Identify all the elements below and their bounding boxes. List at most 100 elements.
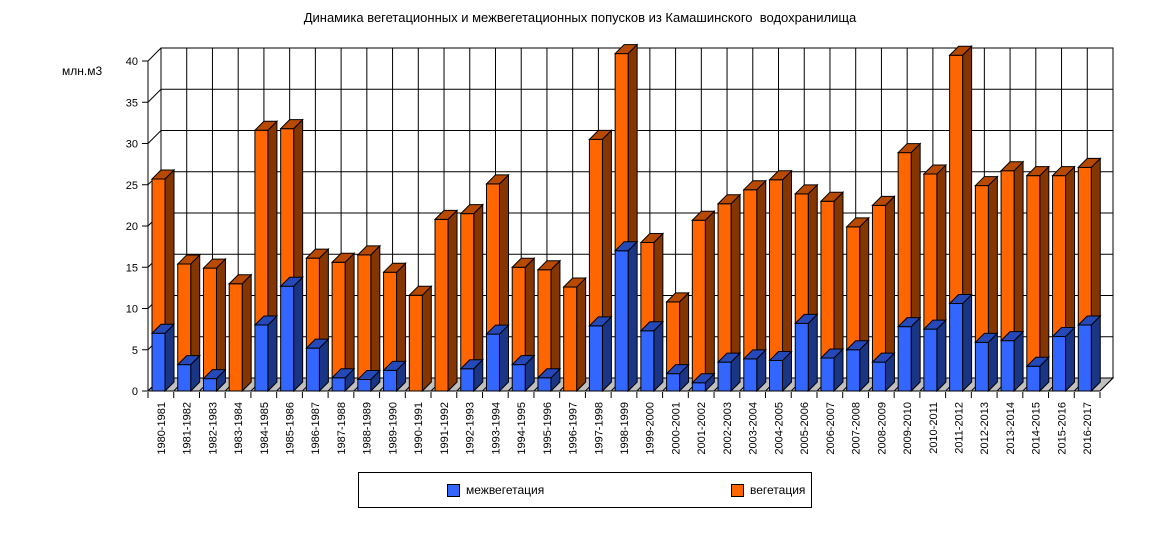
- bar-segment-vegetatsiya-front: [460, 213, 475, 370]
- legend: межвегетация вегетация: [358, 472, 812, 508]
- y-tick-label: 0: [132, 386, 138, 398]
- bar-segment-vegetatsiya-side: [190, 253, 201, 366]
- bar-segment-mezhvegetatsiya-side: [1065, 326, 1076, 393]
- legend-label-vegetatsiya: вегетация: [750, 483, 806, 497]
- bar-segment-vegetatsiya-front: [820, 200, 835, 359]
- bar-segment-mezhvegetatsiya-front: [460, 368, 475, 392]
- bar-segment-mezhvegetatsiya-top: [948, 294, 973, 305]
- bar-segment-mezhvegetatsiya-front: [588, 325, 603, 392]
- bar-segment-vegetatsiya-front: [1052, 175, 1067, 338]
- bar-segment-vegetatsiya-top: [459, 204, 484, 215]
- bar-segment-vegetatsiya-side: [1013, 160, 1024, 342]
- legend-swatch-mezhvegetatsiya: [447, 483, 460, 497]
- bar-segment-vegetatsiya-top: [433, 209, 459, 220]
- bar-segment-vegetatsiya-top: [794, 184, 819, 195]
- bar-segment-vegetatsiya-side: [164, 168, 175, 335]
- bar-segment-vegetatsiya-side: [396, 261, 407, 372]
- bar-segment-vegetatsiya-side: [524, 257, 535, 366]
- x-category-label: 2012-2013: [979, 402, 991, 455]
- bar-segment-vegetatsiya-front: [434, 218, 449, 392]
- bar-segment-vegetatsiya-front: [1026, 175, 1041, 367]
- bar-segment-vegetatsiya-front: [666, 301, 681, 375]
- bar-segment-mezhvegetatsiya-top: [459, 359, 484, 370]
- x-category-label: 1992-1993: [465, 402, 477, 455]
- bar-segment-mezhvegetatsiya-front: [820, 357, 835, 392]
- legend-swatch-vegetatsiya: [731, 483, 744, 497]
- bar-segment-mezhvegetatsiya-front: [511, 364, 526, 392]
- bar-segment-vegetatsiya-side: [884, 195, 895, 364]
- legend-label-mezhvegetatsiya: межвегетация: [466, 483, 545, 497]
- bar-segment-vegetatsiya-front: [1000, 170, 1015, 342]
- bar-segment-mezhvegetatsiya-front: [666, 373, 681, 392]
- bar-segment-vegetatsiya-top: [485, 174, 510, 185]
- bar-segment-mezhvegetatsiya-front: [743, 358, 758, 392]
- bar-segment-vegetatsiya-front: [949, 54, 964, 305]
- y-tick-connector: [147, 130, 162, 144]
- bar-segment-vegetatsiya-front: [331, 261, 346, 379]
- x-category-label: 2011-2012: [953, 402, 965, 454]
- x-category-label: 1988-1989: [362, 402, 374, 455]
- x-category-label: 2009-2010: [902, 402, 914, 455]
- bar-segment-vegetatsiya-front: [923, 173, 938, 330]
- y-tick-label: 30: [126, 139, 138, 151]
- bar-segment-vegetatsiya-front: [614, 53, 629, 252]
- bar-segment-vegetatsiya-side: [215, 257, 226, 380]
- bar-segment-vegetatsiya-top: [330, 252, 356, 263]
- bar-segment-vegetatsiya-side: [936, 163, 947, 331]
- bar-segment-vegetatsiya-front: [357, 254, 372, 380]
- bar-segment-vegetatsiya-top: [1077, 157, 1102, 168]
- bar-segment-vegetatsiya-top: [922, 164, 948, 175]
- x-category-label: 2005-2006: [799, 402, 811, 455]
- bar-segment-vegetatsiya-top: [562, 277, 587, 288]
- legend-item-vegetatsiya: вегетация: [731, 473, 805, 507]
- bar-segment-vegetatsiya-front: [897, 152, 912, 328]
- bar-segment-vegetatsiya-side: [473, 203, 484, 370]
- y-tick-label: 40: [126, 56, 138, 68]
- bar-segment-vegetatsiya-top: [896, 143, 922, 154]
- bar-segment-vegetatsiya-side: [421, 285, 432, 393]
- x-category-label: 1982-1983: [207, 402, 219, 455]
- x-category-label: 2014-2015: [1031, 402, 1043, 455]
- bar-segment-vegetatsiya-front: [974, 185, 989, 343]
- bar-segment-vegetatsiya-top: [639, 233, 665, 243]
- bar-segment-vegetatsiya-top: [845, 217, 870, 228]
- bar-segment-vegetatsiya-top: [716, 194, 742, 205]
- bar-segment-vegetatsiya-front: [769, 179, 784, 361]
- x-category-label: 1989-1990: [387, 402, 399, 455]
- bar-segment-vegetatsiya-side: [987, 175, 998, 344]
- bar-segment-vegetatsiya-side: [782, 169, 793, 362]
- x-category-label: 2010-2011: [928, 402, 940, 454]
- bar-segment-mezhvegetatsiya-front: [794, 322, 809, 392]
- bar-segment-mezhvegetatsiya-side: [936, 318, 947, 393]
- bar-segment-mezhvegetatsiya-side: [807, 313, 818, 393]
- x-category-label: 2000-2001: [670, 402, 682, 455]
- bar-segment-vegetatsiya-top: [176, 254, 201, 265]
- x-category-label: 1981-1982: [182, 402, 194, 455]
- bar-segment-vegetatsiya-front: [511, 266, 526, 366]
- bar-segment-vegetatsiya-front: [280, 128, 295, 287]
- bar-segment-vegetatsiya-top: [227, 274, 253, 285]
- bar-segment-vegetatsiya-top: [999, 161, 1025, 172]
- x-category-label: 1995-1996: [542, 402, 554, 455]
- x-category-label: 1998-1999: [619, 402, 631, 455]
- bar-segment-vegetatsiya-front: [408, 294, 423, 392]
- bar-segment-mezhvegetatsiya-top: [511, 355, 536, 366]
- x-category-label: 1983-1984: [233, 402, 245, 455]
- bar-segment-mezhvegetatsiya-top: [768, 350, 793, 361]
- bar-segment-vegetatsiya-front: [846, 226, 861, 351]
- bar-segment-mezhvegetatsiya-top: [742, 349, 767, 360]
- bar-segment-vegetatsiya-side: [241, 273, 252, 393]
- bar-segment-vegetatsiya-top: [742, 180, 767, 191]
- bar-segment-mezhvegetatsiya-side: [601, 315, 612, 393]
- x-category-label: 2013-2014: [1005, 402, 1017, 455]
- bar-segment-vegetatsiya-side: [704, 210, 715, 384]
- x-category-label: 2004-2005: [773, 402, 785, 455]
- bar-segment-mezhvegetatsiya-front: [1000, 340, 1015, 392]
- bar-segment-mezhvegetatsiya-side: [627, 240, 638, 393]
- bar-segment-vegetatsiya-side: [627, 43, 638, 252]
- bar-segment-vegetatsiya-top: [279, 119, 304, 130]
- y-tick-label: 15: [126, 262, 138, 274]
- bar-segment-vegetatsiya-front: [691, 219, 706, 384]
- bar-segment-vegetatsiya-side: [1065, 165, 1076, 338]
- bar-segment-vegetatsiya-front: [177, 263, 192, 366]
